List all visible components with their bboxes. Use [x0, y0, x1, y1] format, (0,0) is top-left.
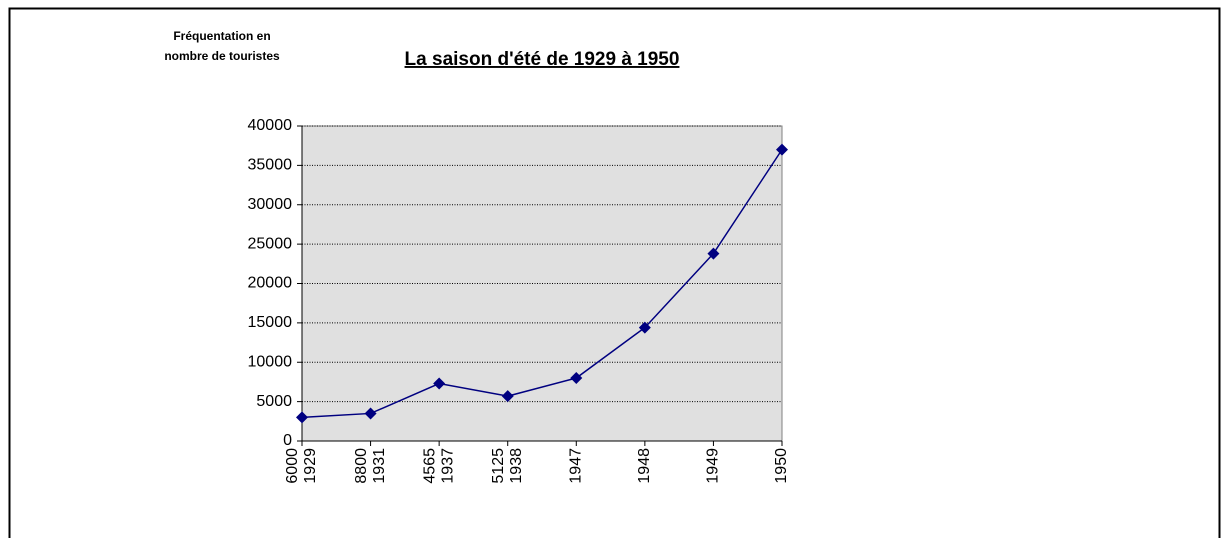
x-tick-label: 6000 — [284, 448, 301, 484]
x-tick-label: 8800 — [353, 448, 370, 484]
x-tick-label: 5125 — [490, 448, 507, 484]
y-tick-label: 10000 — [248, 353, 293, 370]
marker — [364, 407, 377, 420]
marker — [638, 321, 651, 334]
x-tick-label: 1929 — [302, 448, 319, 484]
y-tick-label: 25000 — [248, 235, 293, 252]
y-tick-label: 20000 — [248, 275, 293, 292]
marker — [501, 390, 514, 403]
marker — [296, 411, 308, 424]
frame — [8, 7, 1221, 538]
y-tick-label: 5000 — [256, 393, 292, 410]
x-tick-label: 1931 — [371, 448, 388, 484]
x-tick-label: 1950 — [773, 448, 790, 484]
marker — [707, 247, 720, 260]
chart-title: La saison d'été de 1929 à 1950 — [405, 49, 680, 70]
y-axis-title: nombre de touristes — [164, 49, 280, 63]
x-tick-label: 1948 — [636, 448, 653, 484]
line — [301, 149, 783, 419]
x-tick-label: 1949 — [705, 448, 722, 484]
marker — [570, 372, 583, 384]
y-tick-label: 40000 — [248, 117, 293, 134]
x-tick-label: 1937 — [439, 448, 456, 484]
x-tick-label: 1947 — [568, 448, 585, 484]
y-tick-label: 35000 — [248, 157, 293, 174]
marker — [433, 377, 446, 390]
marker — [776, 143, 788, 156]
y-axis-title: Fréquentation en — [173, 29, 270, 43]
x-tick-label: 4565 — [421, 448, 438, 484]
y-tick-label: 15000 — [248, 314, 293, 331]
y-tick-label: 30000 — [248, 196, 293, 213]
x-tick-label: 1938 — [508, 448, 525, 484]
y-tick-label: 0 — [283, 432, 292, 449]
